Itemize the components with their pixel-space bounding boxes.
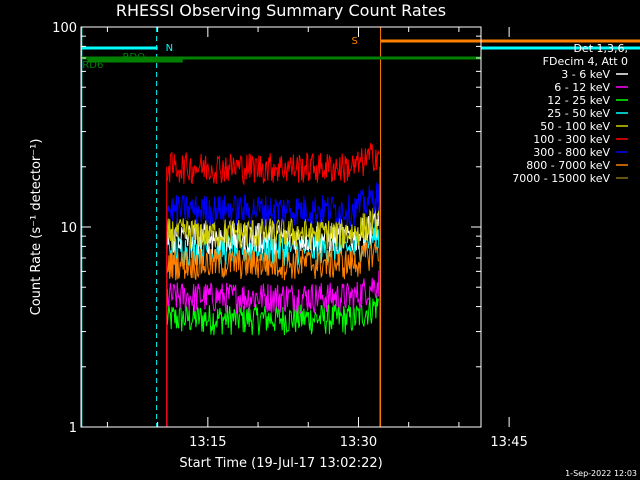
y-tick-label: 100 [52,21,77,36]
y-axis-label: Count Rate (s⁻¹ detector⁻¹) [29,139,44,316]
legend-entry-label: 800 - 7000 keV [526,159,610,172]
x-axis-label: Start Time (19-Jul-17 13:02:22) [179,456,382,471]
series-trace [166,205,380,250]
legend-entry-label: 50 - 100 keV [540,120,610,133]
trace-layer [166,143,381,427]
series-trace [166,143,380,186]
series-trace [166,295,380,336]
series-trace [166,270,380,315]
series-trace [166,241,380,281]
y-tick-label: 10 [60,221,77,236]
x-tick-label: 13:15 [189,435,226,450]
legend-entry-label: 300 - 800 keV [533,146,610,159]
rd6-label: RD6 [82,60,103,71]
legend-entry-label: 3 - 6 keV [561,68,610,81]
legend-entry-label: 6 - 12 keV [554,81,610,94]
legend-entry-label: 12 - 25 keV [547,94,610,107]
footer-date: 1-Sep-2022 12:03 [565,469,637,478]
legend-header: FDecim 4, Att 0 [543,55,628,68]
legend-entry-label: 100 - 300 keV [533,133,610,146]
legend-entry-label: 25 - 50 keV [547,107,610,120]
x-tick-label: 13:30 [340,435,377,450]
legend-header: Det 1,3,6, [573,42,628,55]
y-tick-label: 1 [69,421,77,436]
night-label: N [166,43,173,54]
series-trace [166,212,380,255]
saa-label: S [351,36,357,47]
series-trace [166,182,380,227]
rdo-label: RDO [122,52,145,63]
chart-title: RHESSI Observing Summary Count Rates [116,1,446,20]
legend-entry-label: 7000 - 15000 keV [512,172,610,185]
x-tick-label: 13:45 [490,435,527,450]
